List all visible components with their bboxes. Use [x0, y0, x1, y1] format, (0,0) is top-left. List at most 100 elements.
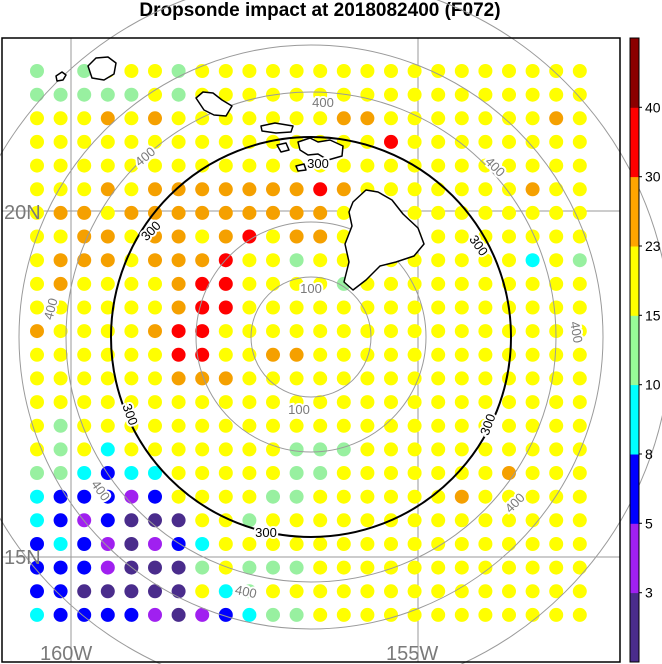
impact-dot	[336, 87, 351, 102]
impact-dot	[124, 371, 139, 386]
impact-dot	[218, 418, 233, 433]
impact-dot	[218, 300, 233, 315]
impact-dot	[502, 324, 516, 339]
impact-dot	[478, 87, 493, 102]
impact-dot	[384, 158, 398, 173]
impact-dot	[525, 300, 540, 315]
colorbar-swatch	[630, 592, 639, 663]
impact-dot	[53, 347, 68, 362]
impact-dot	[549, 205, 564, 220]
range-ring	[18, 44, 604, 630]
impact-dot	[525, 371, 540, 386]
impact-dot	[313, 466, 328, 480]
impact-dot	[572, 253, 587, 268]
impact-dot	[454, 418, 469, 433]
impact-dot	[525, 537, 540, 551]
impact-dot	[336, 395, 351, 410]
impact-dot	[502, 347, 516, 362]
impact-dot	[549, 158, 564, 173]
impact-dot	[53, 87, 68, 102]
impact-dot	[171, 134, 186, 149]
impact-dot	[100, 395, 115, 410]
impact-dot	[195, 276, 210, 291]
impact-dot	[195, 584, 210, 599]
impact-dot	[384, 276, 398, 291]
impact-dot	[525, 253, 540, 268]
impact-dot	[407, 584, 422, 599]
impact-dot	[336, 513, 351, 528]
impact-dot	[195, 442, 210, 457]
impact-dot	[407, 418, 422, 433]
impact-dot	[431, 64, 446, 78]
impact-dot	[100, 371, 115, 386]
impact-dot	[431, 442, 446, 457]
impact-dot	[384, 466, 398, 480]
impact-dot	[124, 205, 139, 220]
impact-dot	[384, 560, 398, 575]
impact-dot	[454, 276, 469, 291]
impact-dot	[572, 418, 587, 433]
impact-dot	[242, 489, 257, 504]
impact-dot	[407, 64, 422, 78]
impact-dot	[100, 158, 115, 173]
island-kauai	[87, 56, 117, 81]
impact-dot	[525, 324, 540, 339]
impact-dot	[53, 537, 68, 551]
impact-dot	[218, 442, 233, 457]
impact-dot	[218, 489, 233, 504]
impact-dot	[549, 418, 564, 433]
impact-dot	[572, 395, 587, 410]
impact-dot	[454, 253, 469, 268]
impact-dot	[572, 607, 587, 622]
impact-dot	[171, 205, 186, 220]
impact-dot	[407, 466, 422, 480]
impact-dot	[572, 205, 587, 220]
impact-dot	[431, 111, 446, 126]
impact-dot	[454, 537, 469, 551]
impact-dot	[289, 560, 304, 575]
impact-dot	[195, 229, 210, 244]
impact-dot	[77, 182, 92, 197]
impact-dot	[502, 134, 516, 149]
impact-dot	[124, 537, 139, 551]
impact-dot	[30, 64, 44, 78]
impact-dot	[572, 584, 587, 599]
impact-dot	[218, 584, 233, 599]
impact-dot	[30, 466, 44, 480]
impact-dot	[148, 182, 162, 197]
impact-dot	[572, 537, 587, 551]
map-title: Dropsonde impact at 2018082400 (F072)	[139, 0, 501, 21]
impact-dot	[431, 371, 446, 386]
impact-dot	[148, 418, 162, 433]
impact-dot	[171, 64, 186, 78]
colorbar-tick-label: 8	[645, 446, 653, 462]
impact-dot	[313, 537, 328, 551]
impact-dot	[407, 442, 422, 457]
impact-dot	[242, 371, 257, 386]
impact-dot	[171, 395, 186, 410]
impact-dot	[77, 134, 92, 149]
impact-dot	[360, 513, 375, 528]
impact-dot	[218, 205, 233, 220]
impact-dot	[171, 182, 186, 197]
impact-dot	[124, 513, 139, 528]
impact-dot	[549, 607, 564, 622]
impact-dot	[53, 229, 68, 244]
ring-label-400-bottom: 400	[234, 582, 258, 601]
impact-dot	[53, 560, 68, 575]
impact-dot	[525, 87, 540, 102]
impact-dot	[384, 489, 398, 504]
colorbar-swatch	[630, 38, 639, 108]
impact-dot	[502, 182, 516, 197]
impact-dot	[407, 111, 422, 126]
impact-dot	[171, 442, 186, 457]
impact-dot	[336, 418, 351, 433]
impact-dot	[218, 395, 233, 410]
impact-dot	[171, 111, 186, 126]
lat-label-20n: 20N	[4, 202, 41, 224]
impact-dot	[100, 276, 115, 291]
impact-dot	[525, 489, 540, 504]
impact-dot	[384, 324, 398, 339]
impact-dot	[218, 64, 233, 78]
impact-dot	[360, 111, 375, 126]
